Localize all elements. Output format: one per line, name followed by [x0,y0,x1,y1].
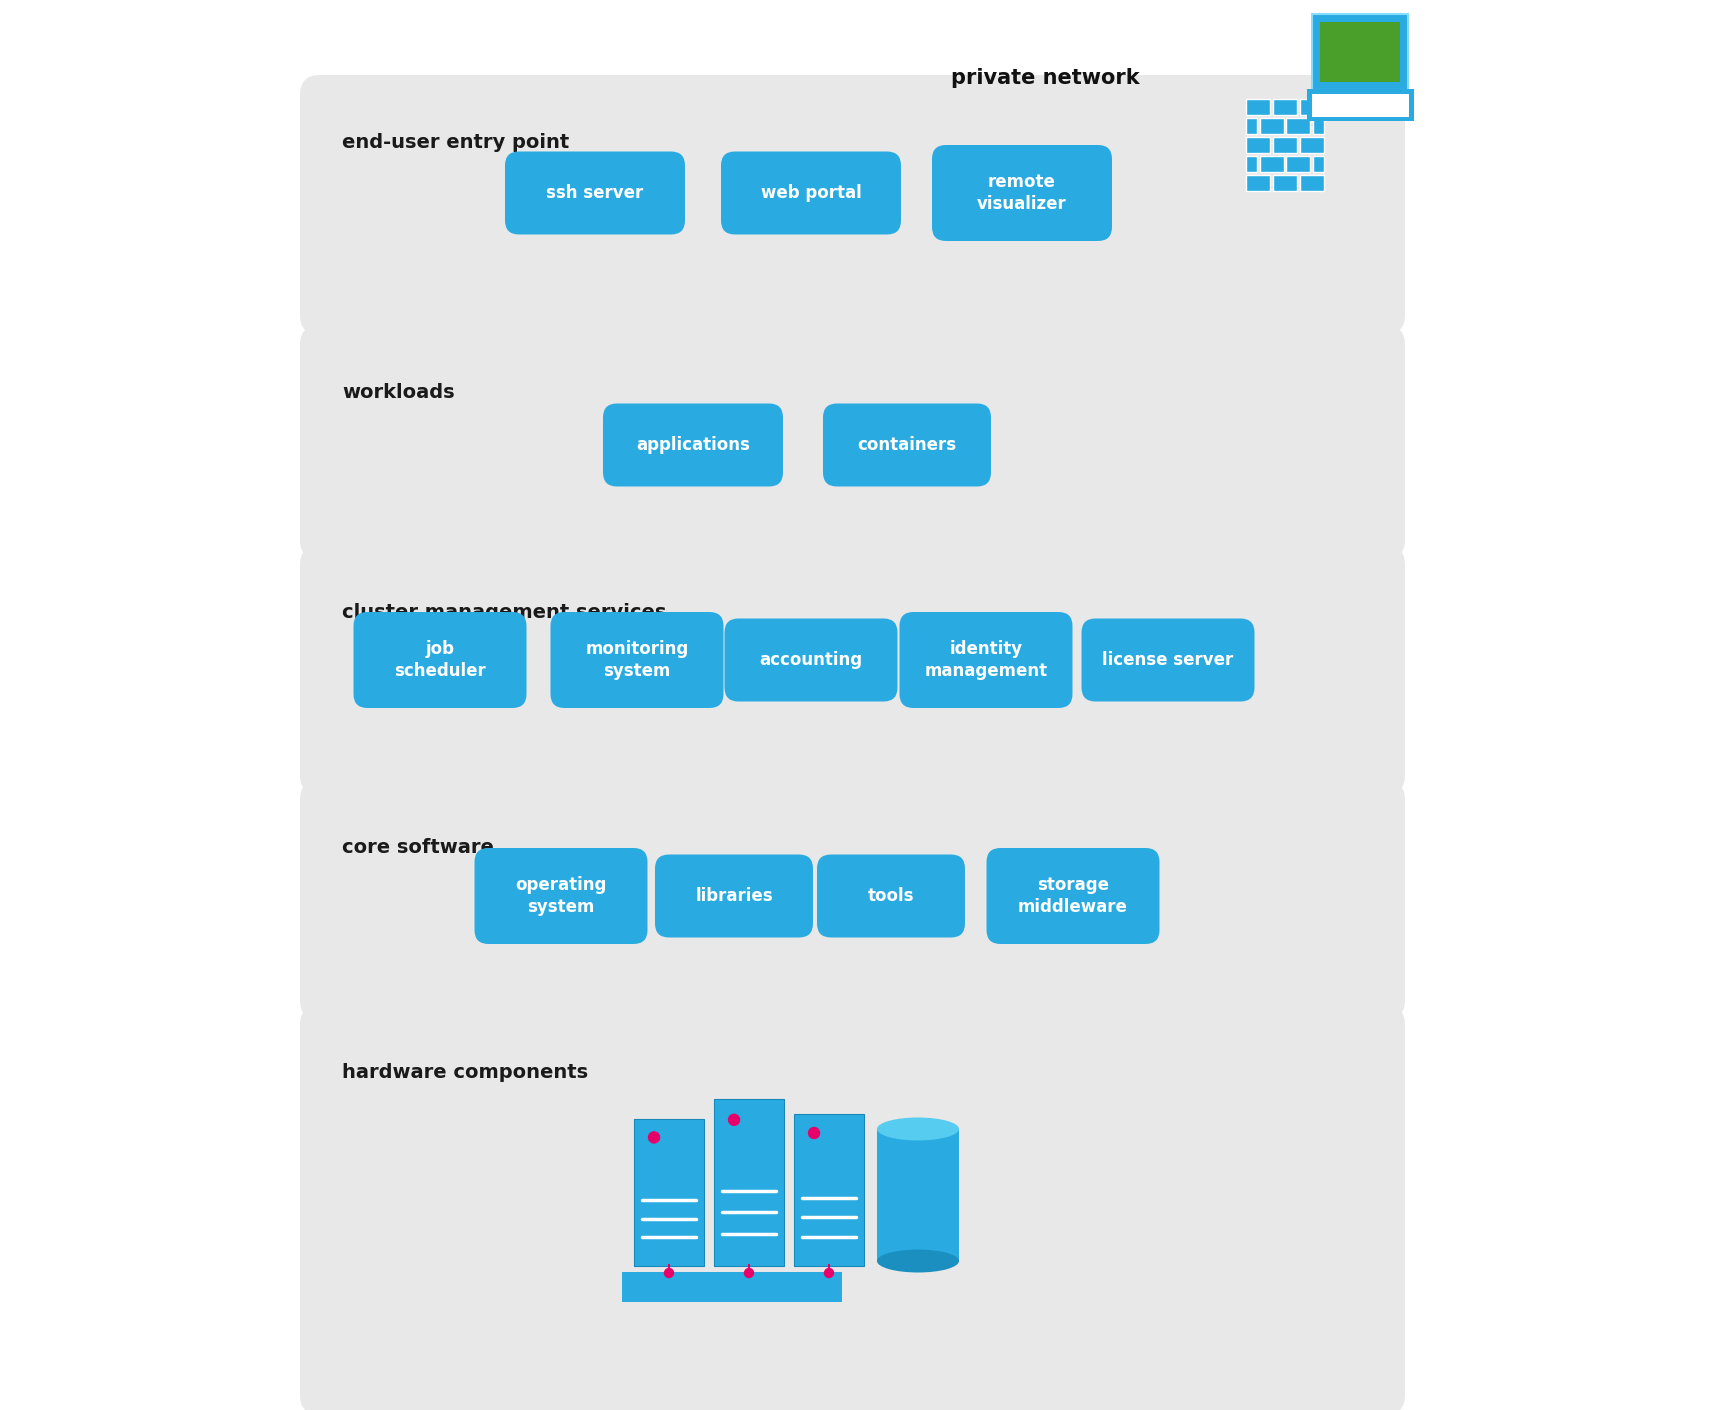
FancyBboxPatch shape [1306,89,1413,121]
Text: hardware components: hardware components [342,1063,588,1081]
Circle shape [649,1132,659,1144]
Text: private network: private network [952,68,1140,87]
FancyBboxPatch shape [354,612,526,708]
FancyBboxPatch shape [1313,118,1323,134]
FancyBboxPatch shape [474,847,647,945]
Text: workloads: workloads [342,384,455,402]
FancyBboxPatch shape [1259,155,1283,172]
FancyBboxPatch shape [818,854,964,938]
FancyBboxPatch shape [1245,175,1270,192]
Text: libraries: libraries [695,887,773,905]
FancyBboxPatch shape [300,75,1404,336]
Text: remote
visualizer: remote visualizer [976,173,1066,213]
FancyBboxPatch shape [550,612,723,708]
Text: storage
middleware: storage middleware [1018,876,1128,916]
Text: end-user entry point: end-user entry point [342,133,569,152]
FancyBboxPatch shape [300,1005,1404,1410]
FancyBboxPatch shape [1273,175,1297,192]
FancyBboxPatch shape [300,546,1404,795]
FancyBboxPatch shape [899,612,1073,708]
FancyBboxPatch shape [300,780,1404,1019]
FancyBboxPatch shape [823,403,990,486]
FancyBboxPatch shape [1273,137,1297,154]
Text: operating
system: operating system [516,876,607,916]
Circle shape [809,1128,819,1138]
Text: containers: containers [857,436,957,454]
FancyBboxPatch shape [1313,155,1323,172]
FancyBboxPatch shape [1245,99,1270,116]
Ellipse shape [876,1118,959,1141]
FancyBboxPatch shape [300,324,1404,560]
FancyBboxPatch shape [724,619,897,702]
Circle shape [664,1269,673,1277]
FancyBboxPatch shape [721,151,900,234]
FancyBboxPatch shape [623,1272,842,1301]
FancyBboxPatch shape [932,145,1113,241]
Text: core software: core software [342,838,493,857]
FancyBboxPatch shape [1287,118,1311,134]
Text: applications: applications [637,436,750,454]
FancyBboxPatch shape [1313,14,1408,90]
Circle shape [825,1269,833,1277]
Text: cluster management services: cluster management services [342,603,666,622]
FancyBboxPatch shape [1299,99,1323,116]
Text: tools: tools [868,887,914,905]
Circle shape [745,1269,754,1277]
Text: ssh server: ssh server [547,183,643,202]
Ellipse shape [876,1249,959,1272]
FancyBboxPatch shape [1082,619,1254,702]
Text: web portal: web portal [761,183,861,202]
FancyBboxPatch shape [987,847,1159,945]
FancyBboxPatch shape [635,1120,704,1266]
FancyBboxPatch shape [794,1114,864,1266]
Text: license server: license server [1102,651,1233,668]
FancyBboxPatch shape [1320,23,1401,82]
FancyBboxPatch shape [656,854,812,938]
FancyBboxPatch shape [1299,137,1323,154]
FancyBboxPatch shape [1245,155,1258,172]
FancyBboxPatch shape [1299,175,1323,192]
FancyBboxPatch shape [505,151,685,234]
FancyBboxPatch shape [1259,118,1283,134]
FancyBboxPatch shape [1287,155,1311,172]
FancyBboxPatch shape [876,1129,959,1261]
FancyBboxPatch shape [1273,99,1297,116]
FancyBboxPatch shape [1245,118,1258,134]
Text: accounting: accounting [759,651,862,668]
Text: identity
management: identity management [925,640,1047,680]
Text: job
scheduler: job scheduler [393,640,486,680]
FancyBboxPatch shape [1311,94,1409,117]
Circle shape [728,1114,740,1125]
FancyBboxPatch shape [1245,137,1270,154]
Text: monitoring
system: monitoring system [585,640,688,680]
FancyBboxPatch shape [714,1098,783,1266]
FancyBboxPatch shape [604,403,783,486]
